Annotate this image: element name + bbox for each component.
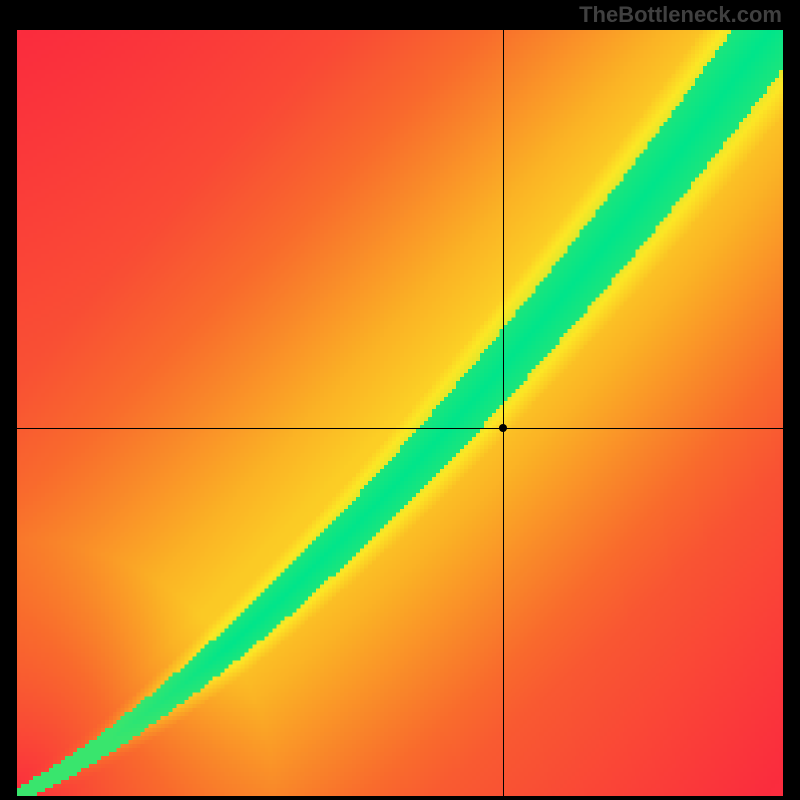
watermark-text: TheBottleneck.com <box>579 2 782 28</box>
crosshair-horizontal <box>17 428 783 429</box>
heatmap-canvas <box>17 30 783 796</box>
crosshair-vertical <box>503 30 504 796</box>
crosshair-marker <box>499 424 507 432</box>
chart-container: TheBottleneck.com <box>0 0 800 800</box>
